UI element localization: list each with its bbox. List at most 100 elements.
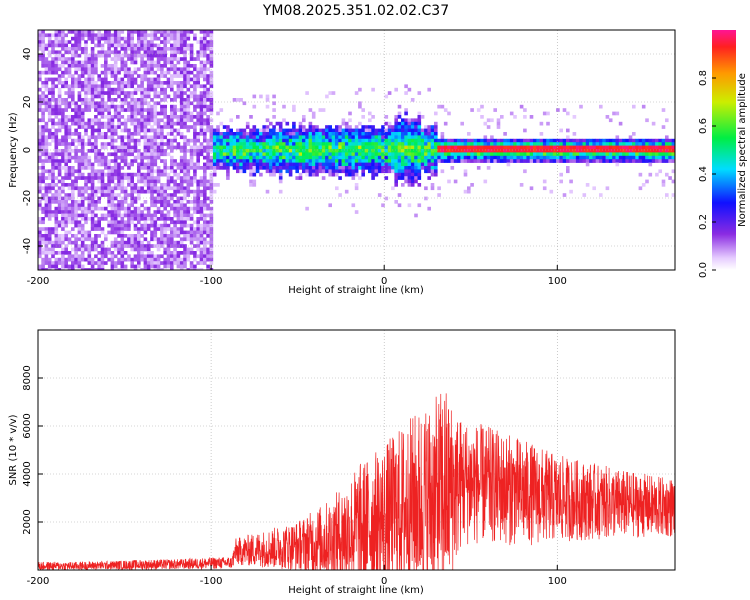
heatmap-cell — [44, 57, 49, 61]
heatmap-cell — [127, 67, 131, 72]
heatmap-cell — [358, 159, 362, 163]
heatmap-cell — [146, 169, 151, 174]
heatmap-cell — [57, 186, 62, 191]
heatmap-cell — [80, 251, 85, 255]
heatmap-cell — [519, 155, 524, 160]
heatmap-cell — [137, 251, 141, 255]
heatmap-cell — [100, 176, 105, 180]
heatmap-cell — [519, 138, 524, 143]
heatmap-cell — [90, 125, 95, 129]
heatmap-cell — [87, 142, 92, 146]
heatmap-cell — [113, 138, 118, 143]
heatmap-cell — [212, 169, 217, 174]
heatmap-cell — [440, 138, 445, 143]
heatmap-cell — [64, 121, 68, 126]
heatmap-cell — [410, 145, 415, 150]
heatmap-cell — [203, 70, 207, 75]
heatmap-cell — [140, 227, 144, 231]
heatmap-cell — [51, 98, 55, 102]
heatmap-cell — [146, 155, 151, 160]
heatmap-cell — [123, 145, 128, 150]
heatmap-cell — [153, 268, 158, 270]
heatmap-cell — [64, 135, 68, 140]
heatmap-cell — [120, 237, 125, 242]
heatmap-cell — [305, 128, 309, 133]
heatmap-cell — [196, 240, 200, 245]
heatmap-cell — [523, 155, 527, 160]
heatmap-cell — [150, 257, 154, 262]
heatmap-cell — [143, 179, 148, 184]
heatmap-cell — [203, 67, 207, 72]
heatmap-cell — [199, 67, 204, 72]
heatmap-cell — [361, 115, 365, 119]
heatmap-cell — [226, 152, 230, 157]
heatmap-cell — [203, 50, 207, 55]
heatmap-cell — [156, 81, 161, 85]
heatmap-cell — [160, 64, 164, 68]
heatmap-cell — [209, 70, 214, 75]
heatmap-cell — [308, 149, 313, 153]
heatmap-cell — [57, 101, 62, 106]
heatmap-cell — [166, 223, 171, 228]
heatmap-cell — [71, 77, 75, 82]
heatmap-cell — [87, 257, 92, 262]
heatmap-cell — [645, 142, 649, 146]
heatmap-cell — [539, 132, 544, 136]
heatmap-cell — [130, 261, 134, 265]
heatmap-cell — [364, 152, 369, 157]
heatmap-cell — [90, 104, 95, 109]
heatmap-cell — [384, 115, 389, 119]
heatmap-cell — [80, 189, 85, 194]
heatmap-cell — [74, 47, 78, 51]
heatmap-cell — [150, 87, 154, 92]
heatmap-cell — [219, 149, 224, 153]
heatmap-cell — [38, 227, 42, 231]
heatmap-cell — [143, 43, 148, 48]
heatmap-cell — [199, 237, 204, 242]
heatmap-cell — [229, 145, 233, 150]
heatmap-cell — [473, 155, 478, 160]
heatmap-cell — [156, 94, 161, 99]
heatmap-cell — [209, 138, 214, 143]
heatmap-cell — [354, 149, 359, 153]
heatmap-cell — [467, 159, 471, 163]
heatmap-cell — [38, 149, 42, 153]
heatmap-cell — [533, 142, 537, 146]
heatmap-cell — [74, 104, 78, 109]
heatmap-cell — [137, 206, 141, 211]
heatmap-cell — [57, 193, 62, 197]
heatmap-cell — [71, 172, 75, 177]
heatmap-cell — [417, 155, 422, 160]
heatmap-cell — [608, 142, 613, 146]
heatmap-cell — [595, 142, 600, 146]
heatmap-cell — [170, 74, 174, 78]
heatmap-cell — [552, 145, 557, 150]
heatmap-cell — [265, 152, 270, 157]
heatmap-cell — [199, 121, 204, 126]
heatmap-cell — [153, 135, 158, 140]
heatmap-cell — [54, 149, 59, 153]
heatmap-cell — [295, 176, 299, 180]
heatmap-cell — [457, 138, 461, 143]
heatmap-cell — [189, 125, 194, 129]
heatmap-cell — [166, 77, 171, 82]
heatmap-cell — [595, 155, 600, 160]
heatmap-cell — [170, 244, 174, 248]
heatmap-cell — [166, 33, 171, 38]
heatmap-cell — [259, 132, 263, 136]
heatmap-cell — [90, 217, 95, 221]
heatmap-cell — [54, 257, 59, 262]
heatmap-cell — [179, 179, 184, 184]
heatmap-cell — [490, 145, 494, 150]
heatmap-cell — [38, 57, 42, 61]
heatmap-cell — [265, 98, 270, 102]
heatmap-cell — [117, 57, 121, 61]
heatmap-cell — [358, 152, 362, 157]
heatmap-cell — [104, 70, 108, 75]
heatmap-cell — [54, 223, 59, 228]
heatmap-cell — [440, 169, 445, 174]
heatmap-cell — [295, 166, 299, 170]
heatmap-cell — [209, 111, 214, 116]
heatmap-cell — [117, 227, 121, 231]
heatmap-cell — [120, 247, 125, 252]
